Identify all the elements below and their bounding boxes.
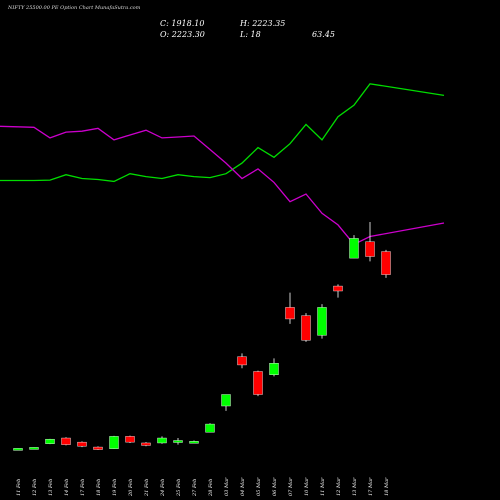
x-tick-label: 13 Mar bbox=[352, 477, 358, 496]
candle-10 bbox=[173, 438, 183, 445]
candle-body bbox=[173, 440, 183, 443]
candle-body bbox=[45, 438, 55, 444]
x-tick-label: 17 Mar bbox=[368, 477, 374, 496]
candle-13 bbox=[221, 394, 231, 411]
x-tick-label: 10 Mar bbox=[304, 477, 310, 496]
candle-body bbox=[301, 315, 311, 341]
candle-0 bbox=[13, 448, 23, 451]
candle-11 bbox=[189, 440, 199, 444]
candle-body bbox=[269, 363, 279, 375]
candle-22 bbox=[365, 222, 375, 262]
candle-body bbox=[77, 441, 87, 447]
candle-body bbox=[61, 437, 71, 445]
candle-12 bbox=[205, 423, 215, 433]
candle-body bbox=[349, 238, 359, 259]
x-tick-label: 19 Feb bbox=[112, 479, 118, 496]
candle-body bbox=[381, 251, 391, 275]
series-line-0 bbox=[0, 83, 445, 183]
candle-body bbox=[333, 285, 343, 292]
x-tick-label: 07 Mar bbox=[288, 477, 294, 496]
x-tick-label: 05 Mar bbox=[256, 477, 262, 496]
x-tick-label: 12 Mar bbox=[336, 477, 342, 496]
candle-1 bbox=[29, 447, 39, 450]
candle-body bbox=[237, 356, 247, 366]
candle-body bbox=[253, 371, 263, 395]
x-tick-label: 18 Mar bbox=[384, 477, 390, 496]
high-value: H: 2223.35 bbox=[240, 19, 286, 28]
series-line-1 bbox=[0, 125, 445, 246]
candle-4 bbox=[77, 441, 87, 448]
x-tick-label: 21 Feb bbox=[144, 479, 150, 497]
x-tick-label: 24 Feb bbox=[160, 479, 166, 497]
x-tick-label: 11 Feb bbox=[16, 479, 22, 496]
open-value: O: 2223.30 bbox=[160, 30, 205, 39]
x-tick-label: 20 Feb bbox=[128, 479, 134, 497]
candle-body bbox=[13, 448, 23, 451]
candle-5 bbox=[93, 446, 103, 451]
x-tick-label: 25 Feb bbox=[176, 479, 182, 497]
candle-20 bbox=[333, 284, 343, 298]
candle-body bbox=[285, 307, 295, 320]
candle-18 bbox=[301, 313, 311, 342]
candle-body bbox=[109, 436, 119, 449]
x-tick-label: 12 Feb bbox=[32, 479, 38, 496]
close-value: C: 1918.10 bbox=[160, 19, 205, 28]
candle-8 bbox=[141, 442, 151, 447]
x-tick-label: 14 Feb bbox=[64, 479, 70, 496]
x-tick-label: 04 Mar bbox=[240, 477, 246, 496]
candle-body bbox=[29, 447, 39, 450]
candle-body bbox=[317, 307, 327, 336]
candle-16 bbox=[269, 358, 279, 377]
x-tick-label: 13 Feb bbox=[48, 479, 54, 496]
candle-3 bbox=[61, 437, 71, 446]
candle-9 bbox=[157, 436, 167, 444]
x-tick-label: 17 Feb bbox=[80, 479, 86, 496]
extra-value: 63.45 bbox=[312, 30, 335, 39]
candle-14 bbox=[237, 353, 247, 369]
x-tick-label: 28 Feb bbox=[208, 479, 214, 497]
candle-body bbox=[365, 241, 375, 257]
candle-23 bbox=[381, 249, 391, 278]
candle-body bbox=[141, 442, 151, 446]
x-tick-label: 18 Feb bbox=[96, 479, 102, 496]
x-tick-label: 11 Mar bbox=[320, 477, 326, 496]
candle-2 bbox=[45, 438, 55, 445]
candle-body bbox=[205, 423, 215, 433]
x-tick-label: 06 Mar bbox=[272, 477, 278, 496]
candle-body bbox=[189, 441, 199, 444]
candle-15 bbox=[253, 370, 263, 397]
x-tick-label: 03 Mar bbox=[224, 477, 230, 496]
candle-body bbox=[93, 446, 103, 450]
candle-17 bbox=[285, 292, 295, 324]
candle-body bbox=[221, 394, 231, 407]
chart-title: NIFTY 25500.00 PE Option Chart MunafaSut… bbox=[8, 5, 141, 11]
candle-21 bbox=[349, 235, 359, 259]
x-tick-label: 27 Feb bbox=[192, 479, 198, 497]
candle-7 bbox=[125, 435, 135, 443]
candle-body bbox=[125, 436, 135, 443]
candle-19 bbox=[317, 304, 327, 339]
low-value: L: 18 bbox=[240, 30, 261, 39]
candle-body bbox=[157, 437, 167, 444]
candle-6 bbox=[109, 435, 119, 450]
